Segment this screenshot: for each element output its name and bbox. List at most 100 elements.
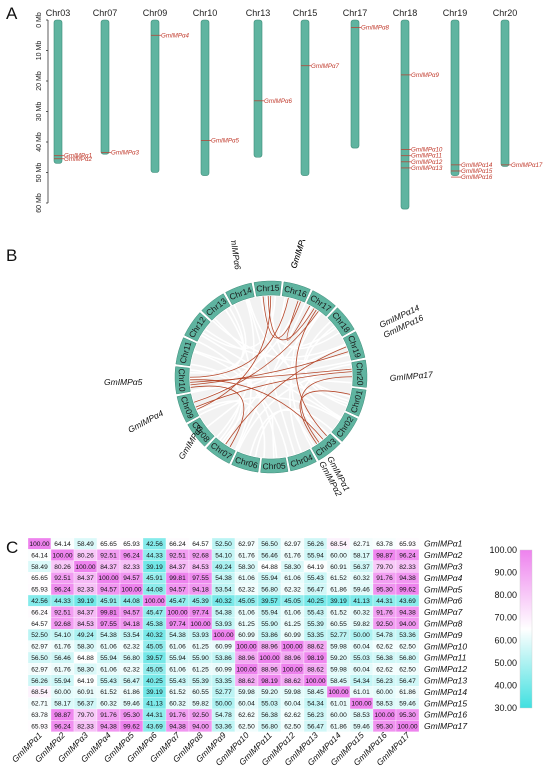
heatmap-cell: 58.17 [50, 697, 75, 710]
heatmap-cell-value: 88.62 [307, 666, 324, 673]
heatmap-cell-value: 60.91 [77, 689, 94, 696]
chromosome-name: Chr09 [143, 8, 168, 18]
heatmap-cell: 45.91 [96, 594, 121, 607]
link-curve [190, 379, 324, 440]
heatmap-cell: 64.14 [50, 537, 75, 550]
link-curve [225, 346, 347, 445]
heatmap-cell-value: 99.81 [169, 575, 186, 582]
heatmap-cell-value: 60.04 [353, 666, 370, 673]
chromosome-segment [327, 307, 355, 337]
heatmap-cell-value: 49.24 [215, 564, 232, 571]
heatmap-cell-value: 99.62 [123, 723, 140, 730]
circos-chr20: Chr20 [351, 359, 368, 388]
heatmap-cell: 42.56 [27, 594, 52, 607]
heatmap-cell: 55.43 [96, 674, 121, 687]
heatmap-cell-value: 44.33 [146, 552, 163, 559]
heatmap-cell: 62.71 [27, 697, 52, 710]
heatmap-cell: 64.88 [73, 651, 98, 664]
panel-b-label: B [6, 246, 18, 265]
heatmap-cell: 62.32 [119, 663, 144, 675]
heatmap-cell: 58.53 [349, 708, 374, 721]
heatmap-cell-value: 61.25 [238, 621, 255, 628]
heatmap-cell-value: 100.00 [52, 552, 73, 559]
heatmap-cell-value: 92.68 [192, 552, 209, 559]
heatmap-cell: 62.50 [234, 720, 259, 732]
mb-axis-label: 10 Mb [36, 41, 43, 61]
link-curve [299, 390, 351, 445]
heatmap-cell-value: 100.00 [305, 678, 326, 685]
heatmap-cell: 96.24 [119, 549, 144, 561]
heatmap-cell: 100.00 [326, 686, 351, 698]
heatmap-cell-value: 97.74 [169, 621, 186, 628]
gene-label: GmIMPα11 [411, 153, 442, 160]
heatmap-cell-value: 53.54 [215, 587, 232, 594]
heatmap-cell-value: 84.53 [192, 564, 209, 571]
heatmap-cell: 92.68 [188, 549, 213, 561]
heatmap-cell: 45.05 [142, 663, 167, 675]
heatmap-cell: 94.38 [395, 572, 420, 584]
chromosome-name: Chr18 [393, 8, 418, 18]
heatmap-cell: 39.57 [142, 651, 167, 664]
heatmap-cell: 82.33 [395, 560, 420, 573]
heatmap-cell: 61.86 [326, 583, 351, 596]
heatmap-cell: 64.57 [27, 617, 52, 630]
heatmap-cell-value: 61.06 [100, 644, 117, 651]
heatmap-cell-value: 52.77 [330, 632, 347, 639]
heatmap-cell: 39.19 [73, 594, 98, 607]
gene-label: GmIMPα8 [361, 25, 389, 32]
heatmap-cell: 84.37 [73, 606, 98, 618]
heatmap-cell-value: 60.91 [330, 564, 347, 571]
heatmap-cell-value: 56.80 [261, 587, 278, 594]
heatmap-cell-value: 100.00 [144, 598, 165, 605]
heatmap-cell: 92.50 [372, 617, 397, 630]
circos-chr10: Chr10 [174, 366, 191, 395]
heatmap-cell: 96.24 [50, 583, 75, 596]
heatmap-cell-value: 61.52 [100, 689, 117, 696]
heatmap-cell-value: 56.37 [77, 701, 94, 708]
heatmap-cell: 55.94 [165, 651, 190, 664]
heatmap-cell-value: 64.14 [31, 552, 48, 559]
heatmap-row-label: GmIMPα15 [424, 698, 467, 708]
heatmap-cell-value: 40.25 [146, 678, 163, 685]
heatmap-cell-value: 100.00 [259, 655, 280, 662]
heatmap-cell: 65.93 [395, 537, 420, 550]
heatmap-cell: 88.96 [280, 651, 305, 664]
heatmap-cell-value: 62.97 [31, 644, 48, 651]
heatmap-cell: 94.57 [165, 583, 190, 596]
heatmap-cell: 100.00 [96, 572, 121, 584]
heatmap-cell: 88.62 [234, 674, 259, 687]
heatmap-cell: 60.00 [326, 708, 351, 721]
link-curve [189, 297, 289, 378]
heatmap-cell: 100.00 [188, 617, 213, 630]
heatmap-cell: 53.35 [303, 629, 328, 641]
heatmap-row-label: GmIMPα6 [424, 596, 463, 606]
heatmap-cell: 88.62 [303, 640, 328, 653]
heatmap-cell-value: 44.31 [146, 712, 163, 719]
heatmap-cell: 45.91 [142, 572, 167, 584]
heatmap-cell-value: 64.19 [307, 564, 324, 571]
heatmap-cell: 62.97 [27, 663, 52, 675]
heatmap-cell: 45.47 [165, 594, 190, 607]
heatmap-cell: 53.93 [188, 629, 213, 641]
heatmap-cell: 84.53 [73, 617, 98, 630]
heatmap-cell-value: 62.50 [238, 723, 255, 730]
heatmap-cell-value: 52.77 [215, 689, 232, 696]
heatmap-cell-value: 52.50 [215, 541, 232, 548]
gene-label: GmIMPα12 [411, 159, 443, 166]
heatmap-cell-value: 61.06 [284, 575, 301, 582]
heatmap-cell: 82.33 [73, 583, 98, 596]
heatmap-cell: 58.30 [73, 663, 98, 675]
heatmap-cell-value: 56.80 [123, 655, 140, 662]
chromosome-segment [342, 331, 366, 361]
heatmap-cell-value: 54.10 [54, 632, 71, 639]
heatmap-cell: 62.97 [280, 537, 305, 550]
colorbar-tick: 40.00 [494, 680, 517, 690]
heatmap-cell-value: 97.74 [192, 609, 209, 616]
heatmap-cell: 100.00 [257, 651, 282, 664]
panel-a-label: A [6, 4, 18, 23]
heatmap-cell: 62.62 [280, 708, 305, 721]
heatmap-cell: 98.87 [372, 549, 397, 561]
heatmap-cell-value: 94.57 [169, 587, 186, 594]
heatmap-cell-value: 100.00 [397, 723, 418, 730]
heatmap-cell: 55.43 [165, 674, 190, 687]
